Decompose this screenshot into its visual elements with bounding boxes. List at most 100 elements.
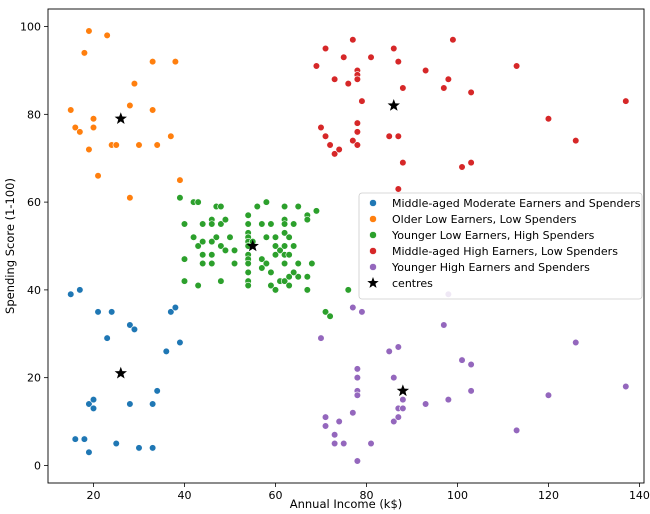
data-point-series-2 bbox=[344, 286, 352, 294]
data-point-series-0 bbox=[171, 303, 179, 312]
axis-ticks: 20 40 60 80 100 120 140 0 20 40 60 80 100 bbox=[20, 21, 650, 502]
data-point-series-0 bbox=[80, 435, 88, 443]
data-point-series-2 bbox=[258, 220, 266, 228]
data-point-series-4 bbox=[458, 356, 466, 364]
legend-frame bbox=[358, 192, 643, 300]
data-point-series-0 bbox=[135, 444, 143, 452]
data-point-series-1 bbox=[171, 58, 179, 66]
data-point-series-4 bbox=[321, 422, 330, 430]
data-point-series-2 bbox=[303, 216, 311, 224]
data-point-series-2 bbox=[208, 251, 216, 259]
x-tick-label: 40 bbox=[177, 489, 191, 502]
legend-marker-star bbox=[367, 277, 379, 288]
data-point-series-2 bbox=[199, 259, 207, 268]
data-point-series-4 bbox=[467, 387, 475, 395]
data-points bbox=[67, 27, 630, 465]
data-point-series-3 bbox=[317, 123, 325, 132]
data-point-series-0 bbox=[89, 404, 98, 412]
data-point-series-4 bbox=[331, 431, 339, 439]
data-point-series-1 bbox=[103, 31, 111, 39]
data-point-series-2 bbox=[230, 259, 239, 268]
data-point-series-4 bbox=[358, 308, 366, 316]
data-point-series-2 bbox=[194, 198, 202, 206]
data-point-series-3 bbox=[467, 159, 475, 167]
data-point-series-2 bbox=[244, 211, 252, 219]
data-point-series-2 bbox=[189, 233, 198, 241]
centre-star bbox=[246, 239, 259, 252]
data-point-series-2 bbox=[321, 308, 330, 316]
data-point-series-2 bbox=[253, 202, 261, 211]
data-point-series-3 bbox=[394, 185, 402, 193]
y-tick-label: 60 bbox=[27, 196, 41, 209]
data-point-series-2 bbox=[244, 259, 252, 268]
y-tick-label: 0 bbox=[34, 459, 41, 472]
data-point-series-3 bbox=[513, 62, 521, 70]
data-point-series-1 bbox=[126, 194, 134, 202]
data-point-series-2 bbox=[217, 242, 225, 250]
data-point-series-4 bbox=[349, 409, 357, 417]
data-point-series-1 bbox=[126, 101, 134, 110]
legend-label: Middle-aged High Earners, Low Spenders bbox=[392, 245, 618, 258]
legend-marker bbox=[369, 199, 377, 207]
data-point-series-2 bbox=[294, 273, 302, 281]
data-point-series-4 bbox=[353, 374, 361, 382]
data-point-series-2 bbox=[217, 277, 225, 285]
data-point-series-2 bbox=[276, 246, 284, 254]
legend-marker bbox=[369, 231, 377, 239]
legend-label: Younger High Earners and Spenders bbox=[391, 261, 590, 274]
data-point-series-2 bbox=[267, 220, 275, 228]
data-point-series-2 bbox=[280, 220, 289, 228]
legend-label: Younger Low Earners, High Spenders bbox=[391, 229, 595, 242]
data-point-series-3 bbox=[340, 53, 348, 61]
data-point-series-4 bbox=[367, 439, 375, 448]
data-point-series-4 bbox=[390, 417, 398, 426]
data-point-series-3 bbox=[312, 62, 321, 70]
data-point-series-3 bbox=[544, 115, 553, 123]
data-point-series-2 bbox=[208, 238, 216, 246]
data-point-series-0 bbox=[108, 308, 116, 316]
x-tick-label: 80 bbox=[359, 489, 373, 502]
data-point-series-3 bbox=[331, 75, 339, 83]
data-point-series-4 bbox=[399, 396, 407, 404]
data-point-series-4 bbox=[622, 382, 630, 391]
legend-label: centres bbox=[392, 277, 433, 290]
data-point-series-4 bbox=[394, 343, 402, 351]
legend-marker bbox=[369, 215, 377, 223]
data-point-series-1 bbox=[135, 141, 143, 149]
legend-marker bbox=[369, 247, 377, 255]
data-point-series-4 bbox=[390, 374, 398, 382]
data-point-series-4 bbox=[349, 303, 357, 312]
data-point-series-2 bbox=[271, 242, 280, 250]
data-point-series-3 bbox=[367, 53, 375, 61]
data-point-series-4 bbox=[399, 404, 407, 412]
data-point-series-1 bbox=[153, 141, 161, 149]
data-point-series-2 bbox=[217, 202, 225, 211]
data-point-series-3 bbox=[440, 84, 448, 92]
data-point-series-0 bbox=[67, 290, 75, 298]
x-tick-label: 140 bbox=[629, 489, 650, 502]
data-point-series-4 bbox=[544, 391, 553, 399]
data-point-series-0 bbox=[76, 286, 84, 294]
data-point-series-0 bbox=[85, 448, 93, 456]
data-point-series-2 bbox=[258, 255, 266, 263]
data-point-series-3 bbox=[467, 88, 475, 96]
x-tick-label: 120 bbox=[538, 489, 559, 502]
data-point-series-4 bbox=[572, 338, 580, 347]
data-point-series-2 bbox=[208, 220, 216, 228]
data-point-series-4 bbox=[353, 391, 361, 399]
data-point-series-2 bbox=[285, 233, 293, 241]
data-point-series-4 bbox=[331, 439, 339, 448]
data-point-series-3 bbox=[399, 84, 407, 92]
data-point-series-2 bbox=[221, 216, 230, 224]
data-point-series-2 bbox=[221, 246, 230, 254]
data-point-series-3 bbox=[622, 97, 630, 105]
data-point-series-3 bbox=[353, 119, 361, 127]
data-point-series-1 bbox=[149, 58, 157, 66]
data-point-series-2 bbox=[267, 281, 275, 290]
data-point-series-2 bbox=[303, 273, 311, 281]
data-point-series-3 bbox=[335, 145, 343, 154]
data-point-series-2 bbox=[180, 220, 189, 228]
data-point-series-2 bbox=[212, 233, 220, 241]
data-point-series-2 bbox=[267, 268, 275, 276]
data-point-series-0 bbox=[162, 347, 170, 355]
